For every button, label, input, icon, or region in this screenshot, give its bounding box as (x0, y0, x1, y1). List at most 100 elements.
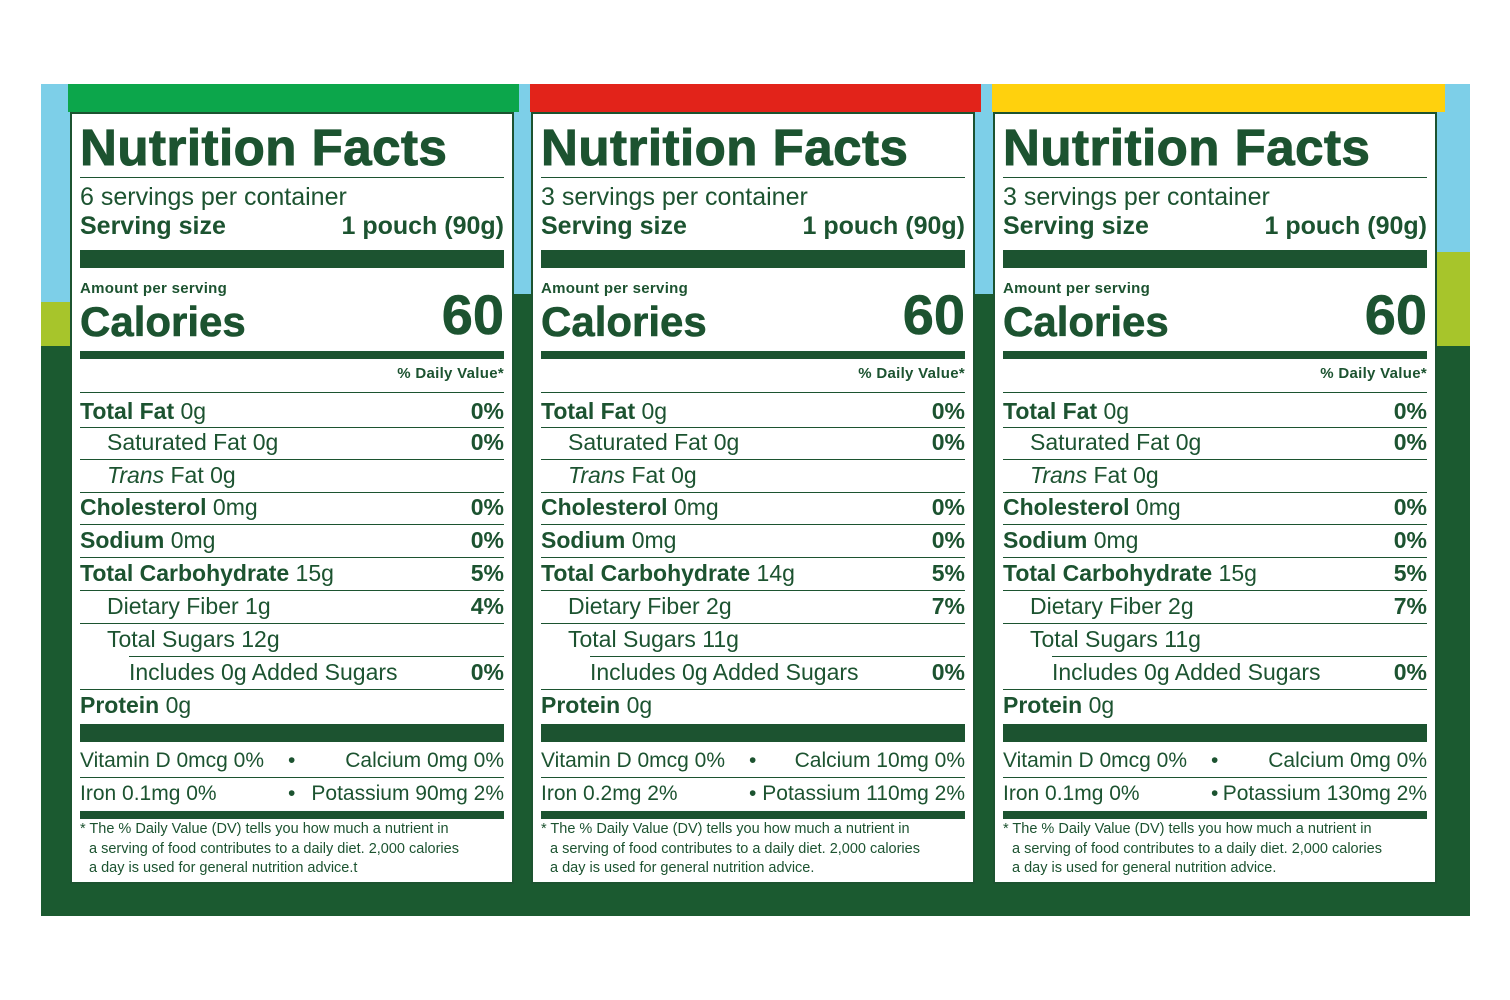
row-saturated-fat: Saturated Fat 0g 0% (541, 426, 965, 459)
nutrient-pct: 0% (931, 429, 965, 455)
serving-size-value: 1 pouch (90g) (341, 212, 504, 240)
rule-medium (541, 811, 965, 819)
rule-thin (541, 524, 965, 525)
rule-thin (541, 590, 965, 591)
color-bar-green (68, 84, 519, 112)
rule-thin (541, 392, 965, 393)
rule-thin (80, 459, 504, 460)
servings-per-container: 6 servings per container (80, 183, 347, 211)
row-cholesterol: Cholesterol 0mg 0% (1003, 491, 1427, 524)
rule-thin (1003, 689, 1427, 690)
row-sodium: Sodium 0mg 0% (80, 524, 504, 557)
row-added-sugars: Includes 0g Added Sugars 0% (80, 656, 504, 689)
nutrient-name: Total Carbohydrate (80, 560, 290, 586)
calcium: Calcium 10mg 0% (794, 749, 965, 772)
nutrient-name: Sodium (80, 527, 165, 553)
serving-size-row: Serving size 1 pouch (90g) (80, 211, 504, 241)
rule-thin (1003, 557, 1427, 558)
calories-value: 60 (902, 283, 965, 346)
rule-thin (541, 777, 965, 778)
amount-per-serving: Amount per serving (541, 280, 689, 297)
rule-thin (1003, 177, 1427, 178)
rule-thin (1003, 777, 1427, 778)
vitamin-row-1: Vitamin D 0mcg 0% • Calcium 0mg 0% (1003, 744, 1427, 777)
calories-label: Calories (80, 298, 246, 346)
nutrient-name: Cholesterol (541, 494, 668, 520)
iron: Iron 0.1mg 0% (80, 782, 217, 805)
serving-size-label: Serving size (1003, 212, 1149, 240)
row-cholesterol: Cholesterol 0mg 0% (541, 491, 965, 524)
footnote: * The % Daily Value (DV) tells you how m… (80, 820, 504, 879)
row-added-sugars: Includes 0g Added Sugars 0% (541, 656, 965, 689)
vitamin-d: Vitamin D 0mcg 0% (80, 749, 265, 772)
rule-thin (1003, 427, 1427, 428)
nutrient-name: Total Sugars 12g (107, 626, 280, 652)
nutrient-pct: 0% (470, 398, 504, 424)
vitamin-d: Vitamin D 0mcg 0% (541, 749, 726, 772)
bullet: • (288, 782, 296, 805)
nutrient-qty: 0g (641, 398, 668, 424)
nutrient-name: Total Carbohydrate (541, 560, 751, 586)
nutrient-name: Trans (1030, 462, 1088, 488)
serving-size-value: 1 pouch (90g) (802, 212, 965, 240)
footnote-line: * The % Daily Value (DV) tells you how m… (80, 821, 449, 837)
footnote-line: a day is used for general nutrition advi… (550, 860, 815, 876)
rule-medium (1003, 811, 1427, 819)
footnote-line: a serving of food contributes to a daily… (550, 840, 920, 857)
footnote: * The % Daily Value (DV) tells you how m… (541, 820, 965, 879)
daily-value-header: % Daily Value* (397, 365, 504, 382)
panel-title: Nutrition Facts (540, 119, 909, 177)
rule-medium (80, 811, 504, 819)
rule-heavy (80, 250, 504, 268)
rule-heavy (541, 724, 965, 742)
row-trans-fat: Trans Fat 0g (541, 459, 965, 492)
rule-medium (80, 351, 504, 359)
amount-per-serving: Amount per serving (1003, 280, 1151, 297)
row-total-sugars: Total Sugars 12g (80, 623, 504, 656)
nutrient-name: Total Sugars 11g (1030, 626, 1201, 652)
nutrient-qty: Fat 0g (170, 462, 236, 488)
rule-heavy (1003, 724, 1427, 742)
row-saturated-fat: Saturated Fat 0g 0% (80, 426, 504, 459)
nutrient-name: Sodium (541, 527, 626, 553)
rule-thin (1003, 590, 1427, 591)
nutrient-pct: 0% (931, 659, 965, 685)
serving-size-label: Serving size (80, 212, 226, 240)
nutrient-pct: 0% (1393, 398, 1427, 424)
nutrient-qty: Fat 0g (631, 462, 697, 488)
calories-value: 60 (441, 283, 504, 346)
calcium: Calcium 0mg 0% (345, 749, 504, 772)
row-dietary-fiber: Dietary Fiber 1g 4% (80, 590, 504, 623)
footnote-line: * The % Daily Value (DV) tells you how m… (1003, 821, 1372, 837)
nutrient-pct: 0% (470, 659, 504, 685)
nutrient-name: Saturated Fat 0g (1030, 429, 1202, 455)
panel-title: Nutrition Facts (1002, 119, 1371, 177)
row-added-sugars: Includes 0g Added Sugars 0% (1003, 656, 1427, 689)
row-total-sugars: Total Sugars 11g (1003, 623, 1427, 656)
nutrient-qty: 0g (180, 398, 207, 424)
nutrient-name: Total Fat (1003, 398, 1098, 424)
calories-value: 60 (1364, 283, 1427, 346)
nutrient-name: Total Fat (80, 398, 175, 424)
nutrient-name: Sodium (1003, 527, 1088, 553)
nutrient-pct: 7% (931, 593, 965, 619)
nutrient-name: Cholesterol (1003, 494, 1130, 520)
nutrient-name: Cholesterol (80, 494, 207, 520)
bullet: • (749, 749, 757, 772)
rule-thin (1003, 524, 1427, 525)
calcium: Calcium 0mg 0% (1268, 749, 1427, 772)
row-saturated-fat: Saturated Fat 0g 0% (1003, 426, 1427, 459)
bullet: • (288, 749, 296, 772)
rule-heavy (80, 724, 504, 742)
row-total-fat: Total Fat 0g 0% (1003, 395, 1427, 428)
rule-thin (541, 492, 965, 493)
rule-thin (541, 689, 965, 690)
nutrient-pct: 4% (470, 593, 504, 619)
footnote: * The % Daily Value (DV) tells you how m… (1003, 820, 1427, 879)
rule-medium (1003, 351, 1427, 359)
panel-title: Nutrition Facts (79, 119, 448, 177)
nutrient-pct: 0% (931, 494, 965, 520)
nutrient-qty: Fat 0g (1093, 462, 1159, 488)
nutrient-qty: 0g (1088, 692, 1115, 718)
nutrient-name: Total Carbohydrate (1003, 560, 1213, 586)
